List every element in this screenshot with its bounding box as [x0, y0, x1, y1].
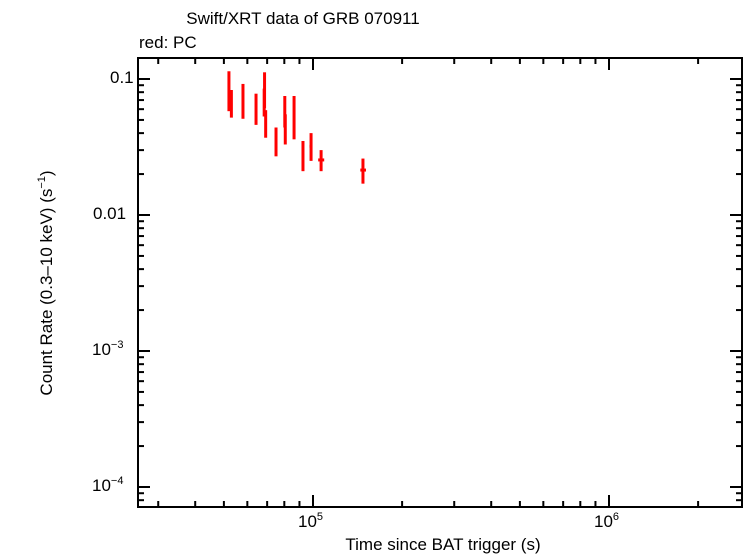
ytick-label-1e-4: 10−4: [92, 475, 124, 496]
data-series-pc: [227, 71, 366, 184]
axis-ticks: [138, 58, 742, 507]
data-point: [360, 158, 366, 184]
data-point: [227, 71, 231, 112]
y-axis-label-text: Count Rate (0.3–10 keV) (s: [37, 188, 56, 396]
xtick-exponent: 6: [612, 511, 620, 523]
data-point: [283, 114, 287, 145]
y-axis-label: Count Rate (0.3–10 keV) (s−1): [36, 170, 57, 396]
xtick-label-1e6: 106: [594, 511, 620, 532]
ytick-label-0.01: 0.01: [93, 204, 127, 223]
data-point: [241, 83, 245, 119]
ytick-base: 10: [92, 476, 111, 495]
ytick-exponent: −3: [110, 339, 124, 351]
chart-title-text: Swift/XRT data of GRB 070911: [186, 9, 420, 28]
chart-title: Swift/XRT data of GRB 070911: [0, 9, 746, 29]
xtick-base: 10: [298, 512, 317, 531]
ytick-label-0.1: 0.1: [110, 68, 134, 87]
ytick-label-1e-3: 10−3: [92, 339, 124, 360]
data-point: [274, 127, 278, 157]
y-axis-label-exponent: −1: [36, 176, 48, 189]
data-point: [292, 95, 296, 140]
data-point: [264, 110, 268, 138]
x-axis-label-text: Time since BAT trigger (s): [345, 535, 541, 554]
xtick-base: 10: [594, 512, 613, 531]
xtick-label-1e5: 105: [298, 511, 324, 532]
xtick-exponent: 5: [316, 511, 324, 523]
plot-frame: [137, 57, 743, 508]
data-point: [309, 133, 313, 161]
x-axis-label: Time since BAT trigger (s): [0, 535, 746, 555]
data-point: [254, 93, 258, 125]
data-point: [318, 150, 325, 172]
legend-text: red: PC: [139, 33, 197, 52]
data-point: [301, 141, 305, 172]
data-point: [229, 90, 233, 118]
ytick-exponent: −4: [110, 475, 124, 487]
ytick-base: 10: [92, 340, 111, 359]
